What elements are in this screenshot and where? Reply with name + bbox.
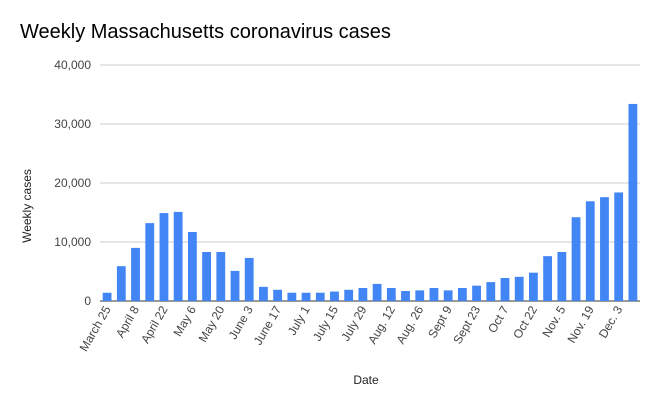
x-axis-title: Date bbox=[353, 373, 379, 387]
bar bbox=[557, 252, 567, 301]
bar bbox=[486, 282, 496, 301]
x-tick-label: Dec. 3 bbox=[596, 303, 626, 340]
bar bbox=[330, 291, 339, 301]
bar bbox=[614, 192, 624, 301]
bars bbox=[102, 103, 638, 301]
bar bbox=[415, 290, 425, 301]
bar bbox=[358, 288, 368, 301]
bar bbox=[600, 197, 609, 301]
x-tick-label: Oct 7 bbox=[485, 303, 512, 335]
bar bbox=[529, 272, 538, 301]
bar bbox=[244, 257, 254, 301]
bar bbox=[230, 270, 240, 301]
x-tick-label: Nov. 5 bbox=[539, 303, 568, 340]
x-tick-label: Aug. 26 bbox=[394, 303, 427, 346]
bar bbox=[187, 231, 197, 301]
x-tick-label: Sept 9 bbox=[425, 303, 455, 340]
bar bbox=[372, 283, 382, 301]
bar bbox=[514, 276, 524, 301]
bar bbox=[145, 223, 155, 301]
bar bbox=[386, 288, 396, 301]
bar bbox=[443, 290, 453, 301]
x-tick-label: May 20 bbox=[196, 303, 228, 344]
bar bbox=[102, 292, 112, 301]
bar bbox=[401, 290, 410, 301]
bar bbox=[585, 201, 595, 301]
x-tick-label: June 17 bbox=[251, 303, 285, 347]
y-tick-label: 20,000 bbox=[54, 176, 91, 190]
x-tick-label: May 6 bbox=[170, 303, 199, 339]
y-axis-title: Weekly cases bbox=[20, 169, 34, 243]
x-tick-label: July 29 bbox=[338, 303, 369, 343]
y-tick-label: 10,000 bbox=[54, 235, 91, 249]
chart-title: Weekly Massachusetts coronavirus cases bbox=[20, 21, 391, 43]
bar bbox=[131, 247, 140, 301]
bar bbox=[628, 103, 638, 301]
x-tick-label: April 8 bbox=[113, 303, 142, 340]
y-axis-ticks: 0 10,000 20,000 30,000 40,000 bbox=[54, 58, 91, 308]
bar bbox=[457, 288, 467, 301]
y-tick-label: 30,000 bbox=[54, 117, 91, 131]
bar bbox=[344, 289, 354, 301]
bar bbox=[116, 266, 126, 301]
bar bbox=[315, 292, 325, 301]
x-tick-label: Nov. 19 bbox=[565, 303, 598, 345]
bar bbox=[216, 252, 226, 301]
x-tick-label: June 3 bbox=[226, 303, 256, 341]
bar bbox=[429, 288, 439, 301]
y-tick-label: 40,000 bbox=[54, 58, 91, 72]
bar bbox=[259, 286, 268, 301]
bar bbox=[287, 292, 297, 301]
x-tick-label: Sept 23 bbox=[450, 303, 483, 346]
bar bbox=[543, 256, 553, 301]
bar bbox=[301, 292, 311, 301]
bar bbox=[202, 252, 211, 301]
bar bbox=[500, 277, 510, 301]
bar bbox=[571, 217, 581, 301]
bar bbox=[159, 213, 169, 301]
x-tick-label: Oct 22 bbox=[510, 303, 540, 341]
x-tick-label: July 15 bbox=[310, 303, 341, 343]
bar bbox=[472, 285, 481, 301]
x-tick-label: March 25 bbox=[77, 303, 114, 354]
bar bbox=[273, 289, 283, 301]
bar bbox=[173, 211, 183, 301]
y-tick-label: 0 bbox=[84, 294, 91, 308]
x-tick-label: July 1 bbox=[285, 303, 313, 337]
x-tick-label: April 22 bbox=[138, 303, 171, 346]
